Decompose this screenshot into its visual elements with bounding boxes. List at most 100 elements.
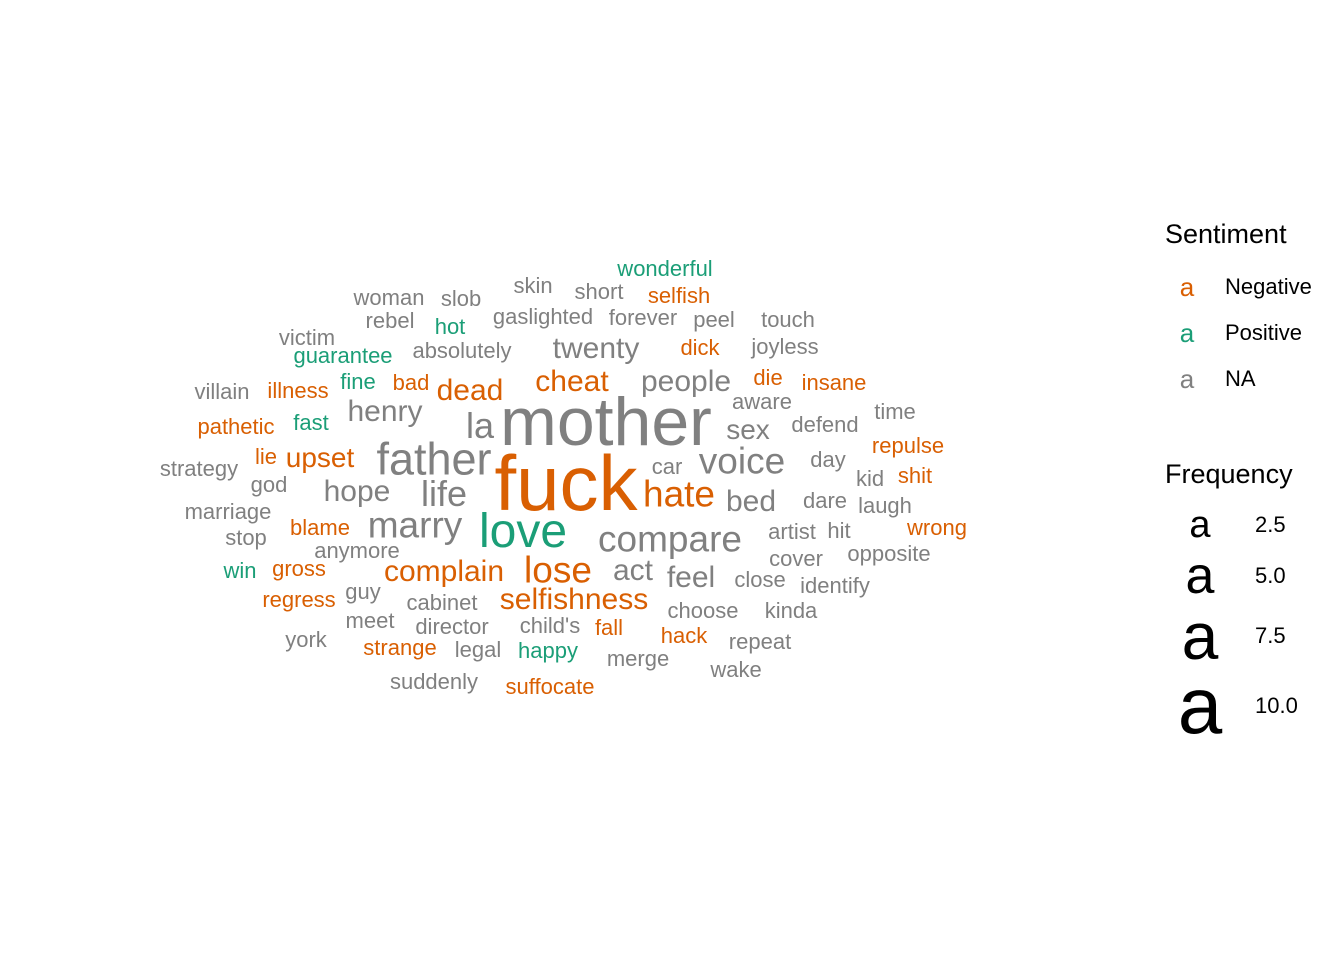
word-sex: sex xyxy=(726,414,770,445)
word-cover: cover xyxy=(769,546,823,571)
word-meet: meet xyxy=(345,608,395,633)
word-wake: wake xyxy=(710,657,762,682)
word-laugh: laugh xyxy=(858,493,912,518)
word-day: day xyxy=(810,447,846,472)
word-victim: victim xyxy=(278,325,336,350)
word-feel: feel xyxy=(666,561,716,594)
word-opposite: opposite xyxy=(847,541,931,566)
word-die: die xyxy=(753,365,783,390)
word-wrong: wrong xyxy=(907,515,967,540)
word-skin: skin xyxy=(513,273,553,298)
word-complain: complain xyxy=(383,555,505,588)
frequency-key-1: a xyxy=(1185,547,1215,605)
word-absolutely: absolutely xyxy=(412,338,512,363)
word-gaslighted: gaslighted xyxy=(492,304,594,329)
word-marry: marry xyxy=(367,504,463,546)
word-woman: woman xyxy=(353,285,425,310)
word-dare: dare xyxy=(802,488,848,513)
frequency-label-1: 5.0 xyxy=(1255,563,1286,588)
sentiment-key-negative: a xyxy=(1179,272,1195,302)
word-merge: merge xyxy=(606,646,670,671)
word-bed: bed xyxy=(725,485,777,518)
word-hot: hot xyxy=(434,314,466,339)
word-strategy: strategy xyxy=(159,456,239,481)
frequency-legend-title: Frequency xyxy=(1165,459,1293,489)
word-york: york xyxy=(285,627,327,652)
word-cheat: cheat xyxy=(535,365,609,398)
word-choose: choose xyxy=(667,598,739,623)
word-marriage: marriage xyxy=(184,499,272,524)
word-kid: kid xyxy=(855,466,885,491)
word-win: win xyxy=(223,558,257,583)
word-insane: insane xyxy=(801,370,867,395)
word-god: god xyxy=(250,472,288,497)
word-child-s: child's xyxy=(519,613,581,638)
word-mother: mother xyxy=(500,384,712,460)
word-suddenly: suddenly xyxy=(389,669,479,694)
word-legal: legal xyxy=(454,637,502,662)
word-regress: regress xyxy=(262,587,336,612)
word-close: close xyxy=(734,567,786,592)
word-cabinet: cabinet xyxy=(406,590,478,615)
word-henry: henry xyxy=(347,395,423,428)
word-illness: illness xyxy=(267,378,329,403)
word-touch: touch xyxy=(761,307,815,332)
word-bad: bad xyxy=(392,370,430,395)
word-dick: dick xyxy=(680,335,720,360)
word-anymore: anymore xyxy=(314,538,400,563)
word-voice: voice xyxy=(698,440,786,482)
word-repeat: repeat xyxy=(728,629,792,654)
word-suffocate: suffocate xyxy=(505,674,595,699)
word-fuck: fuck xyxy=(494,439,638,527)
word-kinda: kinda xyxy=(764,598,818,623)
word-shit: shit xyxy=(897,463,933,488)
word-happy: happy xyxy=(518,638,578,663)
word-fast: fast xyxy=(293,410,329,435)
word-love: love xyxy=(478,505,568,558)
frequency-label-2: 7.5 xyxy=(1255,623,1286,648)
word-stop: stop xyxy=(225,525,267,550)
word-guy: guy xyxy=(345,579,381,604)
word-hope: hope xyxy=(323,475,391,508)
word-lose: lose xyxy=(524,549,592,591)
sentiment-label-na: NA xyxy=(1225,366,1256,391)
word-peel: peel xyxy=(693,307,735,332)
frequency-key-0: a xyxy=(1189,504,1211,546)
word-identify: identify xyxy=(800,573,870,598)
frequency-key-2: a xyxy=(1181,599,1219,673)
word-twenty: twenty xyxy=(552,332,640,365)
word-upset: upset xyxy=(285,442,355,473)
word-act: act xyxy=(612,554,654,587)
word-selfish: selfish xyxy=(647,283,711,308)
word-pathetic: pathetic xyxy=(197,414,275,439)
word-guarantee: guarantee xyxy=(293,343,393,368)
word-wonderful: wonderful xyxy=(617,256,713,281)
word-life: life xyxy=(420,473,468,514)
word-fall: fall xyxy=(594,615,624,640)
word-short: short xyxy=(574,279,624,304)
word-aware: aware xyxy=(732,389,792,414)
sentiment-label-positive: Positive xyxy=(1225,320,1303,345)
sentiment-key-positive: a xyxy=(1179,318,1195,348)
word-la: la xyxy=(465,405,495,446)
word-blame: blame xyxy=(290,515,350,540)
word-people: people xyxy=(640,365,732,398)
word-villain: villain xyxy=(194,379,250,404)
word-hack: hack xyxy=(660,623,708,648)
word-director: director xyxy=(415,614,489,639)
word-forever: forever xyxy=(608,305,678,330)
word-gross: gross xyxy=(272,556,326,581)
sentiment-legend-title: Sentiment xyxy=(1165,219,1287,249)
frequency-label-0: 2.5 xyxy=(1255,512,1286,537)
word-strange: strange xyxy=(363,635,437,660)
word-repulse: repulse xyxy=(871,433,945,458)
word-fine: fine xyxy=(340,369,376,394)
word-selfishness: selfishness xyxy=(499,583,649,616)
frequency-key-3: a xyxy=(1177,661,1223,750)
word-father: father xyxy=(376,433,492,485)
sentiment-label-negative: Negative xyxy=(1225,274,1312,299)
word-hit: hit xyxy=(827,518,851,543)
word-artist: artist xyxy=(768,519,816,544)
word-slob: slob xyxy=(440,286,482,311)
word-compare: compare xyxy=(598,518,742,560)
